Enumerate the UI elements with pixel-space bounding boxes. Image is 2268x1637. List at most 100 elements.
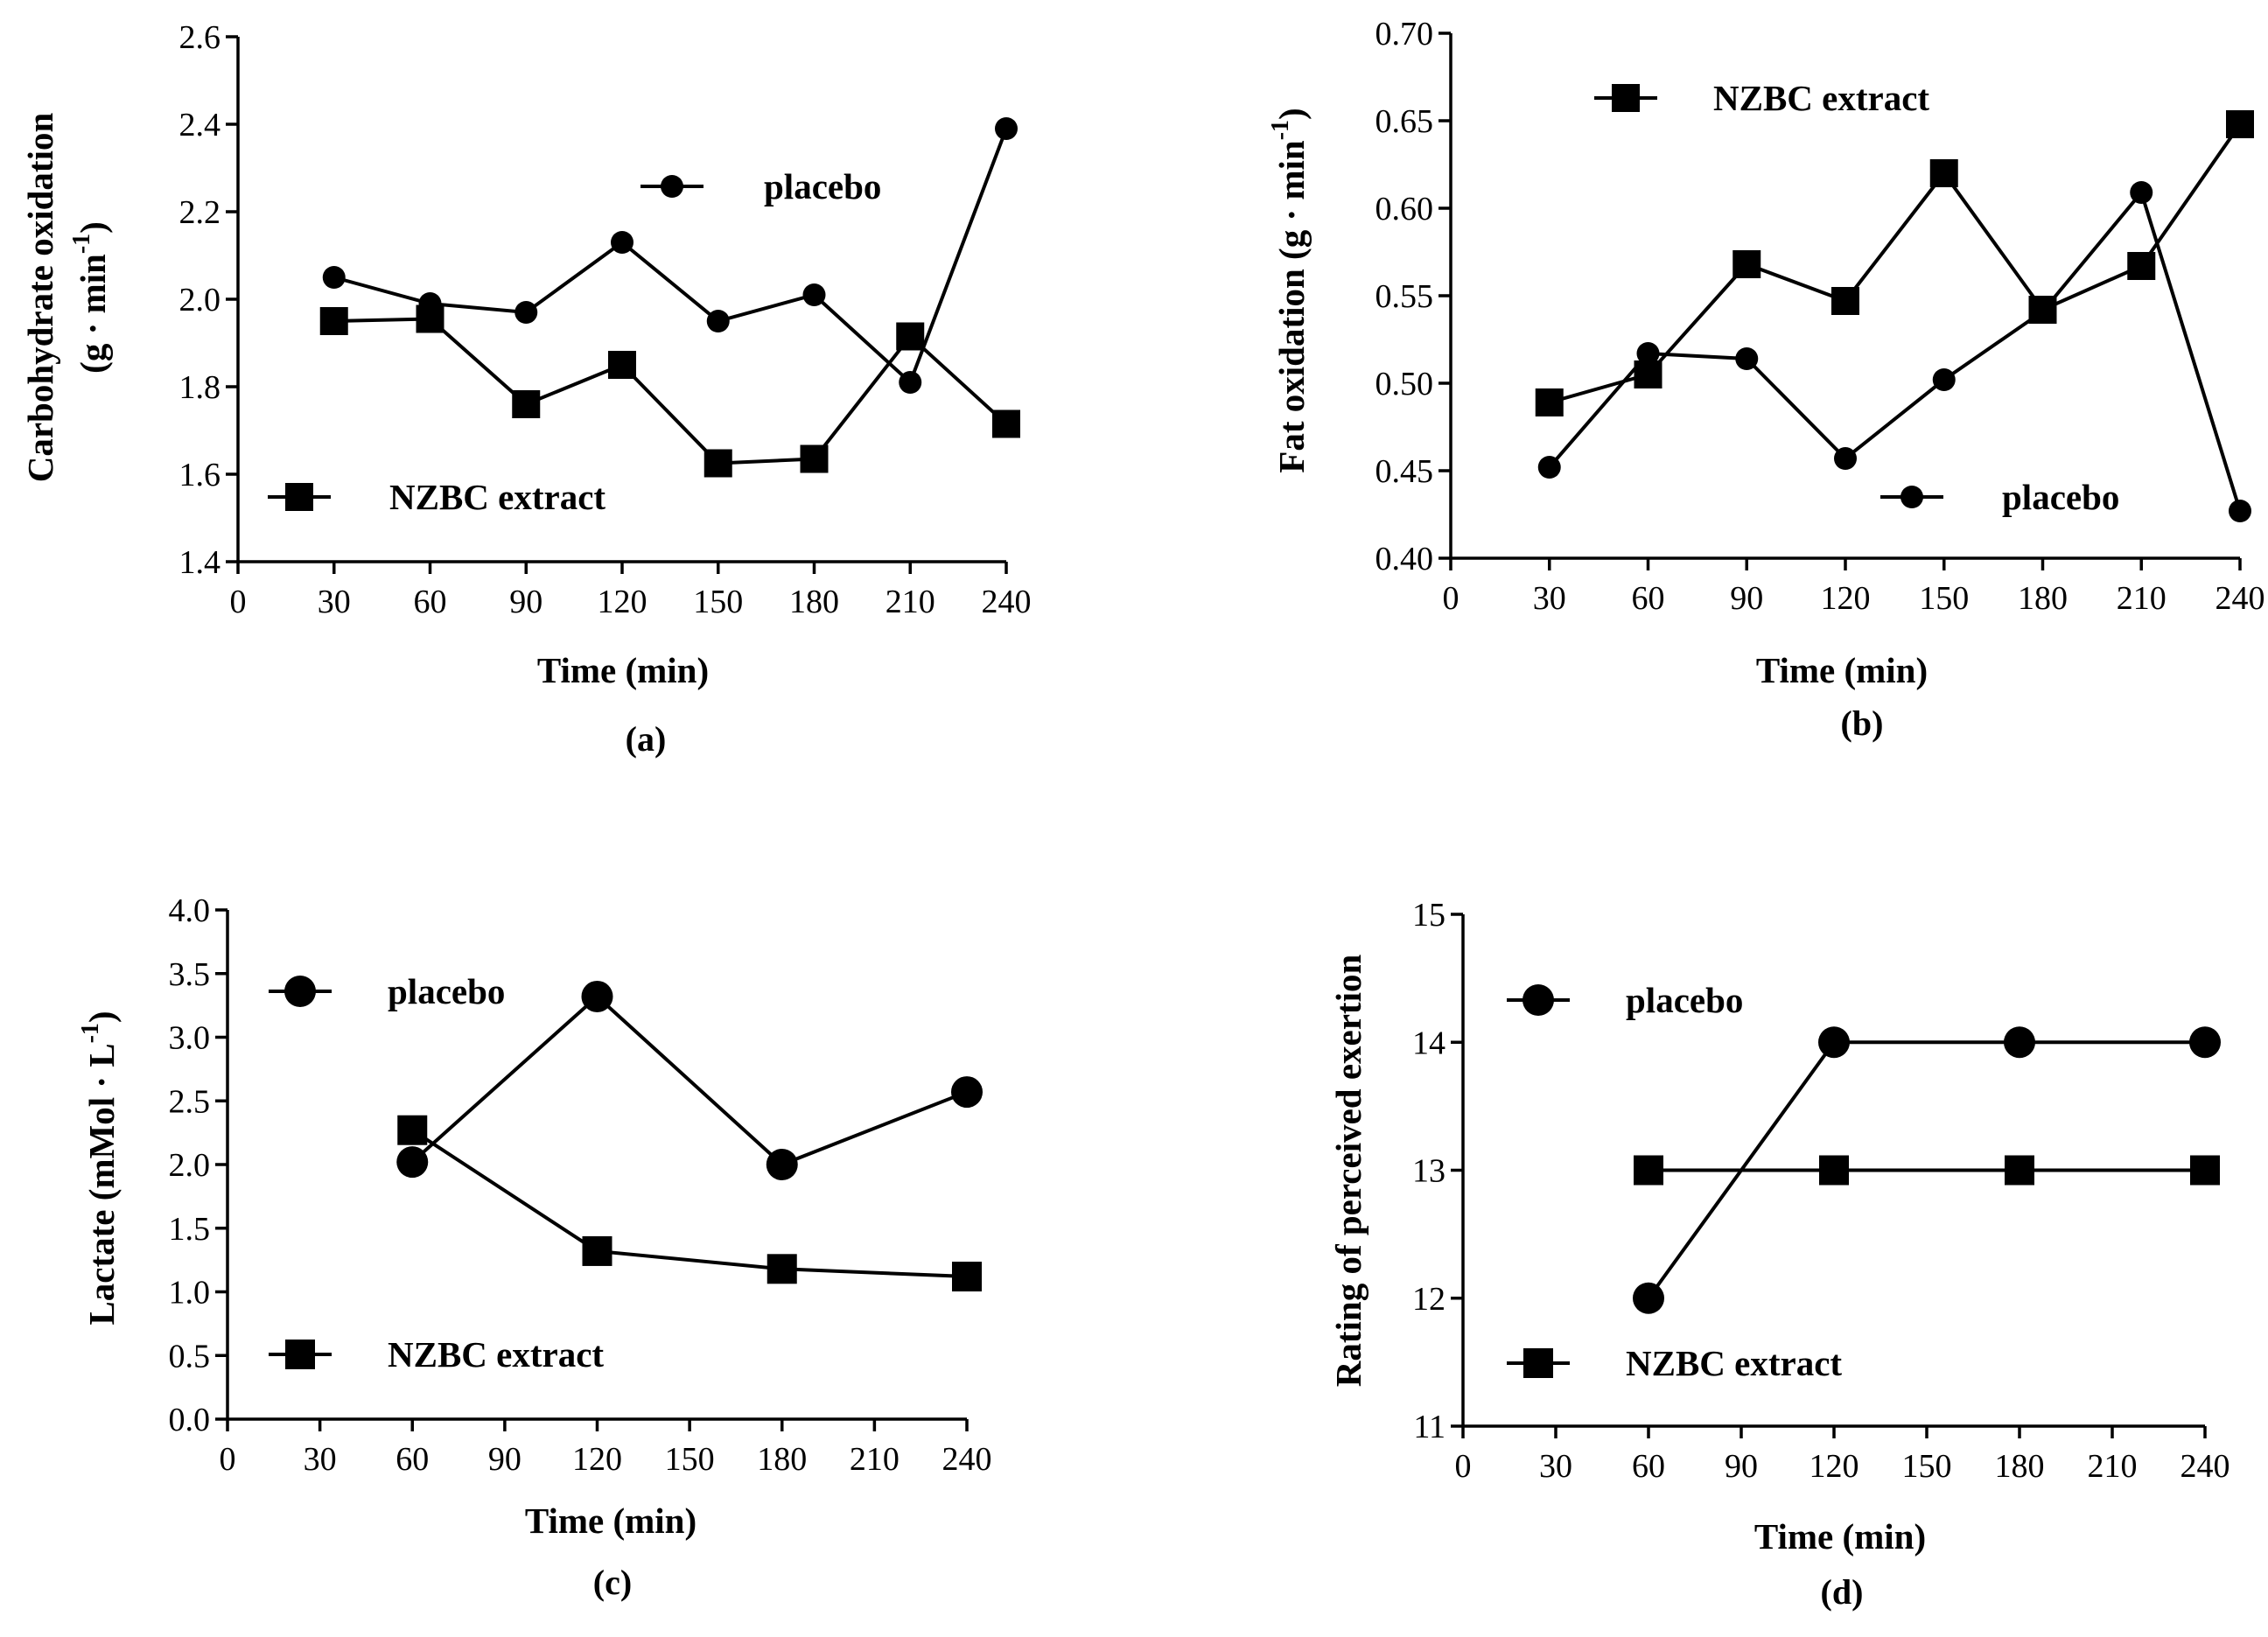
x-tick-label: 90 — [509, 584, 542, 620]
series-placebo — [322, 117, 1018, 394]
legend-marker — [284, 976, 316, 1007]
data-point — [896, 322, 925, 351]
series-nzbc-extract — [397, 1115, 982, 1292]
x-tick-label: 210 — [2117, 580, 2166, 617]
series-nzbc-extract — [1535, 110, 2254, 416]
x-tick-label: 150 — [665, 1441, 715, 1478]
legend-marker — [1523, 1348, 1553, 1378]
y-tick-label: 2.0 — [179, 282, 221, 318]
y-tick-label: 15 — [1412, 897, 1446, 934]
series-line — [333, 317, 1008, 465]
data-point — [1634, 1155, 1663, 1186]
y-axis-title: Lactate (mMol · L-1) — [77, 1011, 122, 1325]
x-tick-label: 0 — [1443, 580, 1460, 617]
y-axis-title-superscript: -1 — [77, 1023, 104, 1043]
data-point — [322, 266, 346, 289]
data-point — [899, 371, 922, 394]
legend-marker — [1900, 486, 1923, 508]
x-tick-label: 90 — [1730, 580, 1763, 617]
legend-marker — [285, 1340, 315, 1369]
y-tick-label: 1.8 — [179, 369, 221, 406]
y-axis-title: Carbohydrate oxidation (g · min-1) — [20, 113, 113, 483]
y-axis-title-superscript: -1 — [1267, 120, 1294, 140]
x-tick-label: 210 — [2088, 1448, 2138, 1485]
panel-label: (c) — [593, 1563, 632, 1602]
data-point — [1929, 159, 1958, 187]
data-point — [1634, 360, 1662, 388]
series-line — [1549, 122, 2242, 404]
y-tick-label: 0.60 — [1376, 191, 1434, 227]
y-tick-label: 0.55 — [1376, 278, 1434, 315]
y-tick-label: 0.40 — [1376, 541, 1434, 577]
data-point — [2028, 296, 2057, 324]
data-point — [581, 980, 613, 1012]
data-point — [1735, 347, 1759, 370]
series-placebo — [1537, 181, 2251, 522]
data-point — [608, 351, 636, 379]
y-axis-title-close: ) — [81, 1011, 122, 1023]
x-axis-title: Time (min) — [525, 1501, 696, 1541]
x-axis-title: Time (min) — [537, 650, 709, 690]
x-tick-label: 30 — [318, 584, 351, 620]
x-tick-label: 60 — [414, 584, 447, 620]
y-tick-label: 0.5 — [169, 1338, 211, 1375]
legend-label: placebo — [1626, 980, 1743, 1020]
x-axis-title: Time (min) — [1756, 650, 1928, 690]
x-tick-label: 180 — [2018, 580, 2068, 617]
x-tick-label: 240 — [2180, 1448, 2230, 1485]
data-point — [2229, 500, 2251, 522]
panel-label: (a) — [626, 719, 667, 759]
x-tick-label: 60 — [1632, 1448, 1665, 1485]
series-line — [333, 128, 1008, 386]
x-tick-label: 0 — [230, 584, 247, 620]
y-tick-label: 0.45 — [1376, 453, 1434, 490]
legend-label: placebo — [2002, 477, 2119, 517]
x-tick-label: 210 — [850, 1441, 900, 1478]
data-point — [2190, 1155, 2220, 1186]
y-tick-label: 0.0 — [169, 1402, 211, 1438]
legend-nzbc-extract: NZBC extract — [269, 1334, 604, 1375]
series-nzbc-extract — [319, 304, 1020, 478]
y-tick-label: 1.4 — [179, 544, 221, 581]
y-tick-label: 3.5 — [169, 956, 211, 993]
y-axis-title-superscript: -1 — [68, 234, 95, 254]
y-axis-title: Fat oxidation (g · min-1) — [1267, 108, 1312, 472]
y-tick-label: 11 — [1413, 1409, 1446, 1445]
data-point — [766, 1149, 798, 1180]
data-point — [582, 1235, 612, 1266]
series-line — [411, 1129, 968, 1279]
data-point — [1834, 447, 1857, 470]
legend-nzbc-extract: NZBC extract — [268, 477, 606, 517]
x-tick-label: 240 — [942, 1441, 992, 1478]
x-tick-label: 0 — [220, 1441, 236, 1478]
data-point — [1535, 388, 1564, 416]
legend-placebo: placebo — [1880, 477, 2119, 517]
x-tick-label: 120 — [598, 584, 648, 620]
data-point — [2005, 1155, 2034, 1186]
x-tick-label: 150 — [1919, 580, 1969, 617]
x-tick-label: 120 — [1821, 580, 1871, 617]
x-tick-label: 120 — [1810, 1448, 1859, 1485]
data-point — [992, 409, 1020, 438]
data-point — [1633, 1282, 1664, 1314]
legend-label: NZBC extract — [388, 1334, 604, 1375]
legend-label: NZBC extract — [1626, 1343, 1842, 1383]
y-tick-label: 2.0 — [169, 1147, 211, 1184]
chart-panel-c: 0.0 0.5 1.0 1.5 2.0 2.5 3.0 3.5 4.0 0 30 60 90 120 150… — [77, 892, 992, 1602]
legend-nzbc-extract: NZBC extract — [1507, 1343, 1842, 1383]
x-tick-label: 240 — [2216, 580, 2265, 617]
y-tick-label: 2.2 — [179, 194, 221, 231]
y-tick-label: 0.50 — [1376, 366, 1434, 402]
series-nzbc-extract — [1634, 1155, 2220, 1186]
x-tick-label: 180 — [757, 1441, 807, 1478]
y-tick-label: 0.70 — [1376, 16, 1434, 52]
x-tick-label: 180 — [1995, 1448, 2045, 1485]
x-tick-label: 240 — [982, 584, 1032, 620]
data-point — [1732, 250, 1761, 278]
y-axis-title-close: ) — [1271, 108, 1312, 120]
y-axis-title-close: ) — [73, 221, 113, 234]
data-point — [1636, 342, 1660, 365]
legend-label: placebo — [764, 166, 881, 206]
y-axis-title-line1: Carbohydrate oxidation — [20, 113, 60, 483]
legend-label: NZBC extract — [1713, 78, 1929, 118]
